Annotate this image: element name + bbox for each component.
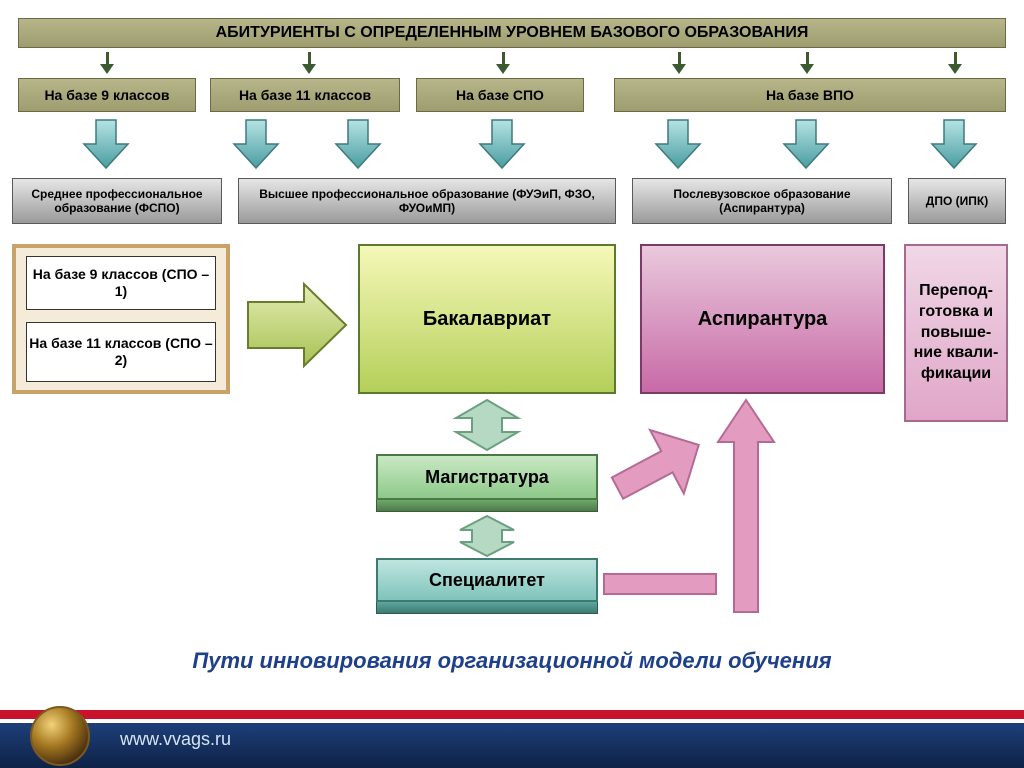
- special-label: Специалитет: [429, 570, 545, 591]
- mint-double-arrow-icon: [452, 514, 522, 558]
- row2-label: Послевузовское образование (Аспирантура): [635, 187, 889, 216]
- aspirant-label: Аспирантура: [698, 308, 828, 331]
- row2-box-fspo: Среднее профессиональное образование (ФС…: [12, 178, 222, 224]
- dpo-side-box: Перепод-готовка и повыше-ние квали-фикац…: [904, 244, 1008, 422]
- row1-box-vpo: На базе ВПО: [614, 78, 1006, 112]
- row1-box-spo: На базе СПО: [416, 78, 584, 112]
- caption-text: Пути инновирования организационной модел…: [0, 648, 1024, 674]
- row1-label: На базе СПО: [456, 87, 544, 103]
- olive-arrow-icon: [492, 52, 514, 74]
- magistr-box: Магистратура: [376, 454, 598, 500]
- bachelor-label: Бакалавриат: [423, 308, 551, 331]
- row1-label: На базе 11 классов: [239, 87, 371, 103]
- logo-emblem-icon: [30, 706, 90, 766]
- teal-arrow-icon: [232, 118, 280, 170]
- row2-label: ДПО (ИПК): [926, 194, 988, 208]
- spo-label: На базе 9 классов (СПО – 1): [27, 266, 215, 301]
- header-title-box: АБИТУРИЕНТЫ С ОПРЕДЕЛЕННЫМ УРОВНЕМ БАЗОВ…: [18, 18, 1006, 48]
- row2-box-higher: Высшее профессиональное образование (ФУЭ…: [238, 178, 616, 224]
- teal-arrow-icon: [782, 118, 830, 170]
- spo-label: На базе 11 классов (СПО – 2): [27, 335, 215, 370]
- footer-bar: www.vvags.ru: [0, 710, 1024, 768]
- teal-arrow-icon: [82, 118, 130, 170]
- header-title: АБИТУРИЕНТЫ С ОПРЕДЕЛЕННЫМ УРОВНЕМ БАЗОВ…: [216, 24, 809, 42]
- row2-label: Среднее профессиональное образование (ФС…: [15, 187, 219, 216]
- teal-arrow-icon: [654, 118, 702, 170]
- row1-label: На базе 9 классов: [44, 87, 169, 103]
- green-right-arrow-icon: [244, 280, 350, 370]
- special-box: Специалитет: [376, 558, 598, 602]
- mint-double-arrow-icon: [448, 398, 526, 452]
- magistr-cap: [376, 500, 598, 512]
- spo-box-1: На базе 9 классов (СПО – 1): [26, 256, 216, 310]
- teal-arrow-icon: [478, 118, 526, 170]
- magistr-label: Магистратура: [425, 467, 549, 488]
- row2-box-dpo: ДПО (ИПК): [908, 178, 1006, 224]
- bachelor-box: Бакалавриат: [358, 244, 616, 394]
- olive-arrow-icon: [298, 52, 320, 74]
- aspirant-box: Аспирантура: [640, 244, 885, 394]
- olive-arrow-icon: [96, 52, 118, 74]
- footer-url: www.vvags.ru: [120, 729, 231, 750]
- special-cap: [376, 602, 598, 614]
- spo-box-2: На базе 11 классов (СПО – 2): [26, 322, 216, 382]
- row2-box-postgrad: Послевузовское образование (Аспирантура): [632, 178, 892, 224]
- teal-arrow-icon: [930, 118, 978, 170]
- row2-label: Высшее профессиональное образование (ФУЭ…: [241, 187, 613, 216]
- dpo-label: Перепод-готовка и повыше-ние квали-фикац…: [910, 281, 1002, 385]
- olive-arrow-icon: [944, 52, 966, 74]
- row1-box-9: На базе 9 классов: [18, 78, 196, 112]
- row1-label: На базе ВПО: [766, 87, 854, 103]
- olive-arrow-icon: [668, 52, 690, 74]
- pink-elbow-arrow-icon: [602, 398, 702, 512]
- row1-box-11: На базе 11 классов: [210, 78, 400, 112]
- pink-right-arrow-icon: [600, 560, 730, 608]
- olive-arrow-icon: [796, 52, 818, 74]
- teal-arrow-icon: [334, 118, 382, 170]
